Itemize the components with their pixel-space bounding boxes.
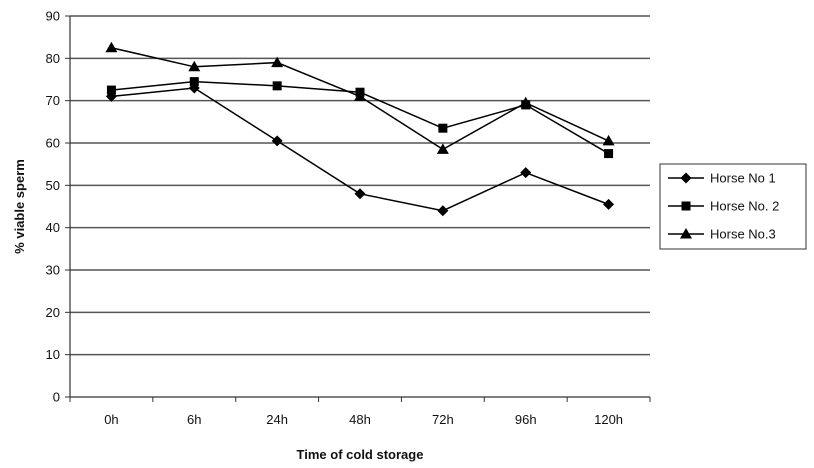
gridlines xyxy=(70,15,650,356)
x-tick-label: 96h xyxy=(515,412,537,427)
y-tick-label: 40 xyxy=(46,220,60,235)
data-point-square xyxy=(438,123,448,133)
data-point-square xyxy=(272,81,282,91)
legend: Horse No 1 Horse No. 2 Horse No.3 xyxy=(659,163,807,250)
series-3 xyxy=(105,41,615,154)
data-point-diamond xyxy=(354,188,366,200)
data-point-triangle xyxy=(271,56,284,68)
legend-marker-square xyxy=(681,201,691,211)
x-tick-label: 48h xyxy=(349,412,371,427)
y-tick-label: 10 xyxy=(46,347,60,362)
legend-label: Horse No. 2 xyxy=(710,199,779,214)
legend-item: Horse No. 2 xyxy=(668,199,779,214)
y-tick-label: 80 xyxy=(46,51,60,66)
x-tick-label: 0h xyxy=(104,412,118,427)
data-point-triangle xyxy=(602,134,615,146)
legend-label: Horse No.3 xyxy=(710,227,776,242)
x-tick-label: 24h xyxy=(266,412,288,427)
x-tick-label: 72h xyxy=(432,412,454,427)
legend-item: Horse No.3 xyxy=(668,227,776,242)
y-tick-label: 70 xyxy=(46,93,60,108)
series xyxy=(105,41,615,217)
data-point-triangle xyxy=(354,90,366,101)
y-tick-label: 0 xyxy=(53,390,60,405)
data-point-triangle xyxy=(105,41,118,53)
series-1 xyxy=(105,82,615,217)
tick-labels: 0 10 20 30 40 50 60 70 80 90 0h 6h 24h 48h 72h 96h 120h xyxy=(46,9,624,428)
y-tick-label: 20 xyxy=(46,305,60,320)
y-tick-label: 90 xyxy=(46,9,60,24)
y-tick-label: 30 xyxy=(46,263,60,278)
data-point-diamond xyxy=(437,205,449,217)
y-tick-label: 60 xyxy=(46,136,60,151)
x-tick-label: 120h xyxy=(594,412,623,427)
data-point-diamond xyxy=(520,167,532,179)
data-point-square xyxy=(604,149,614,159)
data-point-triangle xyxy=(436,143,449,154)
x-tick-label: 6h xyxy=(187,412,201,427)
legend-marker-triangle xyxy=(680,228,692,239)
y-axis-title: % viable sperm xyxy=(12,159,27,254)
data-point-diamond xyxy=(271,135,283,147)
legend-label: Horse No 1 xyxy=(710,171,776,186)
data-point-triangle xyxy=(188,60,201,72)
data-point-triangle xyxy=(519,96,532,108)
data-point-square xyxy=(189,77,199,87)
y-tick-label: 50 xyxy=(46,178,60,193)
x-axis-title: Time of cold storage xyxy=(297,447,424,462)
data-point-square xyxy=(106,85,116,95)
legend-marker-diamond xyxy=(680,172,692,184)
data-point-diamond xyxy=(603,198,615,210)
legend-item: Horse No 1 xyxy=(668,171,776,186)
axes xyxy=(65,15,651,402)
